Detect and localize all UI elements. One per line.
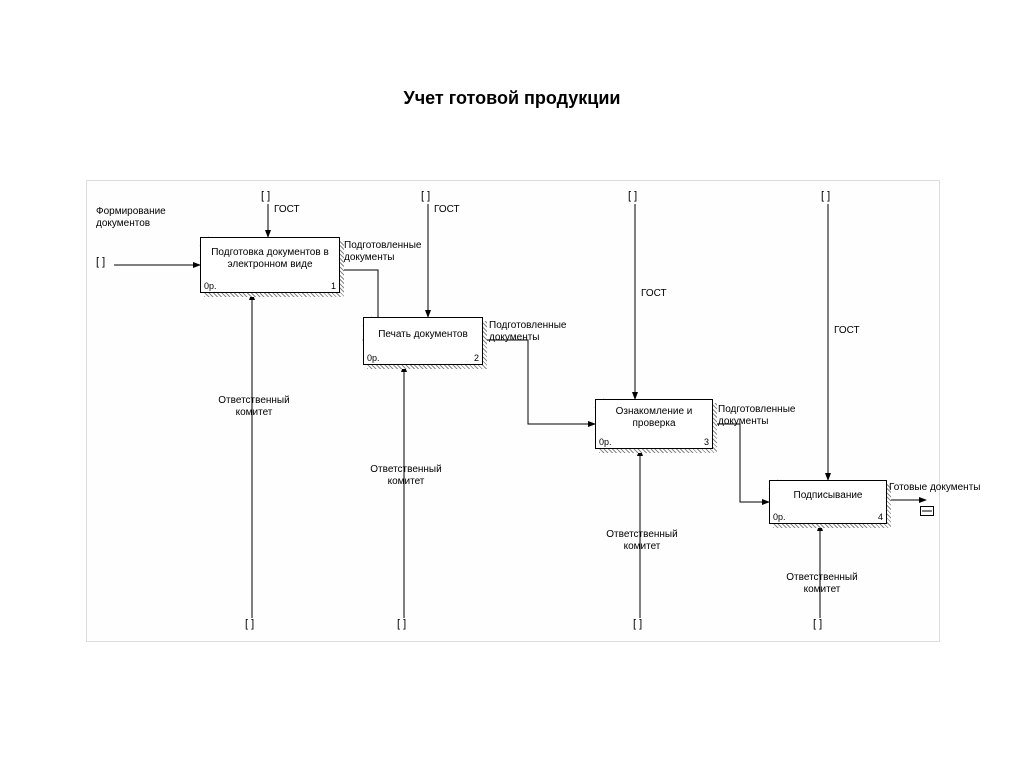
mechanism-label: Ответственный комитет [602, 529, 682, 553]
node-label: Ознакомление и проверка [595, 406, 713, 430]
tunnel-marker: [ ] [96, 256, 105, 268]
node-label: Подписывание [769, 490, 887, 502]
node-footer-left: 0р. [367, 353, 380, 766]
node-label: Подготовка документов в электронном виде [200, 247, 340, 271]
tunnel-marker: [ ] [421, 190, 430, 202]
node-footer-num: 4 [878, 512, 883, 766]
control-label: ГОСТ [641, 288, 667, 300]
node-footer: 0р. 4 [773, 512, 883, 766]
node-footer-num: 3 [704, 437, 709, 766]
tunnel-marker: [ ] [628, 190, 637, 202]
tunnel-marker: [ ] [397, 618, 406, 630]
control-label: ГОСТ [434, 204, 460, 216]
output-label: Готовые документы [889, 482, 980, 494]
mechanism-label: Ответственный комитет [366, 464, 446, 488]
page: Учет готовой продукции Подготовка докуме… [0, 0, 1024, 767]
node-footer: 0р. 1 [204, 281, 336, 766]
input-label: Формирование документов [96, 206, 166, 230]
tunnel-marker: [ ] [245, 618, 254, 630]
tunnel-marker: [ ] [821, 190, 830, 202]
node-footer-left: 0р. [773, 512, 786, 766]
flow-label: Подготовленные документы [718, 404, 795, 428]
page-title: Учет готовой продукции [0, 88, 1024, 109]
output-marker [920, 506, 934, 516]
tunnel-marker: [ ] [633, 618, 642, 630]
node-footer-num: 1 [331, 281, 336, 766]
control-label: ГОСТ [834, 325, 860, 337]
mechanism-label: Ответственный комитет [214, 395, 294, 419]
node-label: Печать документов [363, 329, 483, 341]
node-footer-left: 0р. [599, 437, 612, 766]
flow-label: Подготовленные документы [344, 240, 421, 264]
node-footer-num: 2 [474, 353, 479, 766]
node-footer: 0р. 2 [367, 353, 479, 766]
tunnel-marker: [ ] [261, 190, 270, 202]
node-footer-left: 0р. [204, 281, 217, 766]
mechanism-label: Ответственный комитет [782, 572, 862, 596]
tunnel-marker: [ ] [813, 618, 822, 630]
flow-label: Подготовленные документы [489, 320, 566, 344]
control-label: ГОСТ [274, 204, 300, 216]
node-footer: 0р. 3 [599, 437, 709, 766]
